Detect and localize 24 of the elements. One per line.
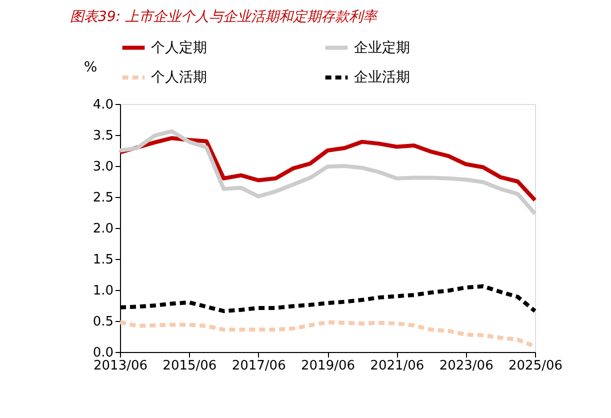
legend-label: 企业活期 [354, 70, 410, 86]
y-tick-label: 3.5 [92, 128, 114, 144]
legend-label: 个人活期 [151, 70, 207, 86]
x-tick-label: 2019/06 [300, 358, 356, 374]
x-tick-label: 2023/06 [439, 358, 494, 374]
y-tick-label: 0.0 [92, 346, 114, 360]
line-series [118, 136, 537, 202]
y-tick-label: 1.0 [92, 284, 114, 298]
legend-label: 个人定期 [151, 40, 207, 56]
x-tick-label: 2017/06 [232, 358, 286, 374]
y-tick-label: 3.0 [92, 160, 114, 174]
y-tick-label: 2.5 [92, 190, 114, 206]
y-axis-title: % [84, 60, 98, 76]
legend-label: 企业定期 [354, 40, 410, 56]
x-tick-label: 2013/06 [93, 358, 148, 374]
y-tick-label: 2.0 [92, 222, 114, 236]
chart-title: 图表39: 上市企业个人与企业活期和定期存款利率 [70, 9, 379, 25]
x-tick-label: 2021/06 [370, 358, 424, 374]
x-tick-label: 2015/06 [162, 358, 217, 374]
y-tick-label: 4.0 [92, 98, 114, 112]
x-tick-label: 2025/06 [508, 358, 563, 374]
line-series [118, 129, 537, 216]
y-tick-label: 0.5 [92, 314, 114, 330]
y-tick-label: 1.5 [92, 252, 114, 268]
